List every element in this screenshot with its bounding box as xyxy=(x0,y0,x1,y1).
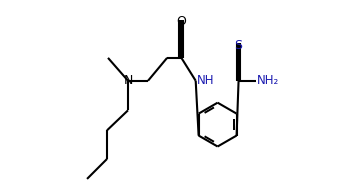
Text: NH: NH xyxy=(197,74,214,87)
Text: O: O xyxy=(176,15,186,28)
Text: N: N xyxy=(123,74,133,87)
Text: S: S xyxy=(235,39,243,52)
Text: NH₂: NH₂ xyxy=(257,74,279,87)
